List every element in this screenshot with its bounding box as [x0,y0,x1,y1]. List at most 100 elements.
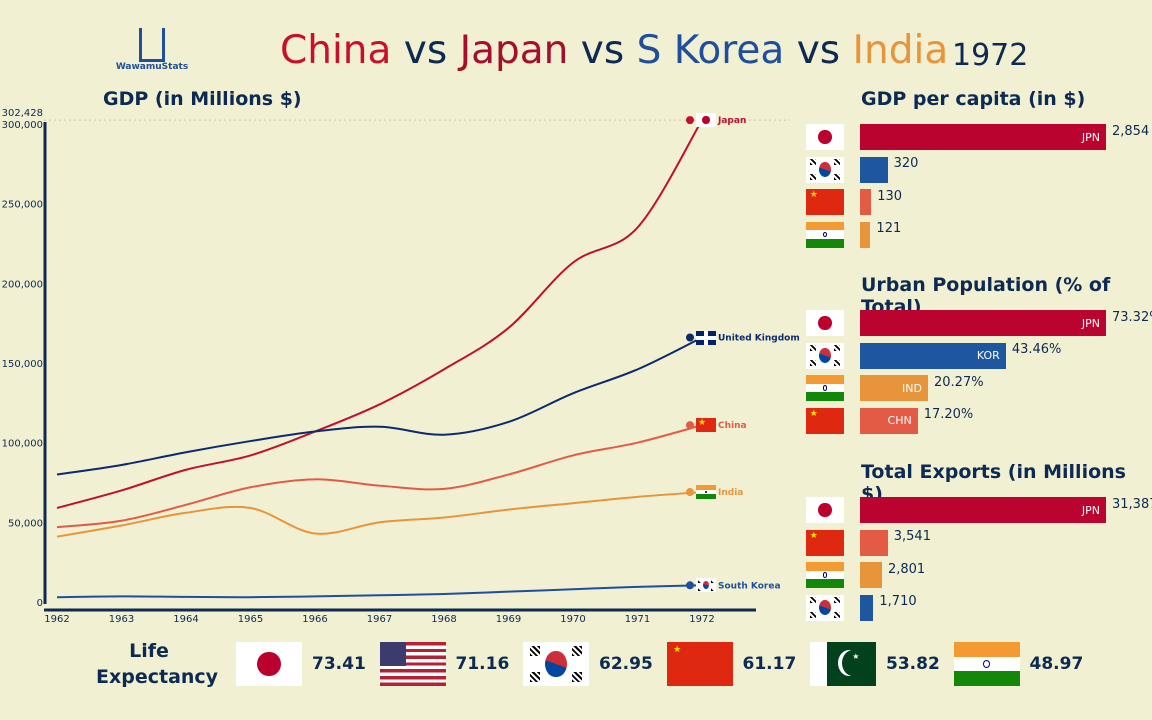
bar: KOR [860,342,1006,369]
series-end-point [686,581,694,590]
y-tick-label: 150,000 [2,359,43,370]
series-label: China [718,421,747,431]
x-tick-label: 1963 [109,614,134,625]
series-end-point [686,488,694,497]
series-line-india [56,491,703,538]
flag-japan-icon [236,642,302,686]
flag-china-icon: ★ [806,407,844,434]
flag-india-icon [806,221,844,248]
y-tick-label: 100,000 [2,439,43,450]
title-part: China [280,28,392,73]
flag-korea-icon [696,578,716,593]
bar-row: 2,801 [806,562,925,588]
bar [860,594,874,621]
life-expectancy-value: 48.97 [1029,654,1084,674]
bar-value: 17.20% [923,407,974,422]
life-expectancy-item: 48.97 [953,642,1084,686]
y-tick-label: 50,000 [8,518,43,529]
bar-row: 1,710 [806,594,917,621]
y-max-label: 302,428 [2,108,43,119]
flag-china-icon: ★ [666,642,733,686]
flag-india-icon [806,375,844,401]
flag-japan-icon [806,497,844,523]
life-expectancy-item: 71.16 [379,642,510,686]
flag-korea-icon [806,594,844,621]
bar-row: KOR 43.46% [806,342,1061,369]
x-tick-label: 1967 [367,614,392,625]
title-part: Japan [459,28,569,73]
series-line-united-kingdom [56,336,703,476]
bar-row: 121 [806,221,902,248]
logo-chart-icon [139,28,165,62]
series-label: South Korea [718,581,781,591]
series-label: India [718,488,743,498]
panel-title: GDP per capita (in $) [861,88,1086,110]
life-expectancy-value: 71.16 [455,654,510,674]
flag-india-icon [696,485,716,500]
flag-china-icon: ★ [806,529,844,556]
life-expectancy-item: 73.41 [236,642,366,686]
life-expectancy-label: Life Expectancy [96,640,219,688]
bar-row: ★ 130 [806,189,902,215]
bar-value: 121 [876,221,902,236]
bar [860,189,872,215]
flag-usa-icon [379,642,446,686]
bar-value: 130 [877,188,903,204]
bar-value: 1,710 [879,594,917,609]
x-tick-label: 1968 [431,614,456,625]
flag-korea-icon [806,156,844,183]
bar: JPN [860,124,1106,150]
title-part: vs [784,28,853,73]
y-tick-label: 0 [37,598,43,609]
bar: IND [860,375,928,401]
title-part: vs [568,28,637,73]
bar-row: JPN 73.32% [806,310,1152,336]
flag-china-icon: ★ [696,418,716,433]
bar [860,221,871,248]
bar-value: 20.27% [934,374,984,390]
series-line-china [56,424,703,529]
series-end-point [686,116,694,125]
flag-korea-icon [523,642,589,686]
bar-row: ★ CHN 17.20% [806,407,974,434]
bar-row: JPN 2,854 [806,124,1149,150]
flag-india-icon [953,642,1020,686]
logo-text: WawamuStats [115,62,189,72]
bar-row: JPN 31,387 [806,497,1152,523]
series-line-south-korea [56,584,703,599]
series-end-point [686,421,694,430]
series-line-japan [56,119,703,509]
gdp-chart-title: GDP (in Millions $) [103,88,302,110]
x-tick-label: 1972 [689,614,714,625]
x-tick-label: 1966 [302,614,327,625]
y-tick-label: 300,000 [2,120,43,131]
title-part: S Korea [636,28,785,73]
x-tick-label: 1969 [496,614,521,625]
bar-value: 2,801 [887,561,926,577]
title-part: vs [391,28,460,73]
y-tick-label: 200,000 [2,279,43,290]
bar [860,562,882,588]
bar-value: 73.32% [1112,309,1152,325]
series-end-point [686,333,694,342]
x-tick-label: 1970 [560,614,585,625]
x-tick-label: 1971 [625,614,650,625]
life-expectancy-value: 73.41 [312,654,366,674]
logo: WawamuStats [112,28,192,72]
bar-value: 320 [893,156,919,171]
life-expectancy-value: 62.95 [599,654,653,674]
flag-pakistan-icon: ★ [810,642,876,686]
bar: CHN [860,407,918,434]
life-expectancy-item: 62.95 [523,642,653,686]
life-expectancy-value: 53.82 [886,654,940,674]
bar-row: IND 20.27% [806,375,984,401]
flag-china-icon: ★ [806,189,844,215]
page-title: China vs Japan vs S Korea vs India [280,28,948,73]
bar-value: 2,854 [1112,123,1150,139]
bar: JPN [860,310,1106,336]
bar: JPN [860,497,1106,523]
series-label: Japan [717,116,746,126]
flag-uk-icon [696,330,716,345]
life-expectancy-value: 61.17 [742,654,797,674]
life-expectancy-item: ★ 61.17 [666,642,797,686]
